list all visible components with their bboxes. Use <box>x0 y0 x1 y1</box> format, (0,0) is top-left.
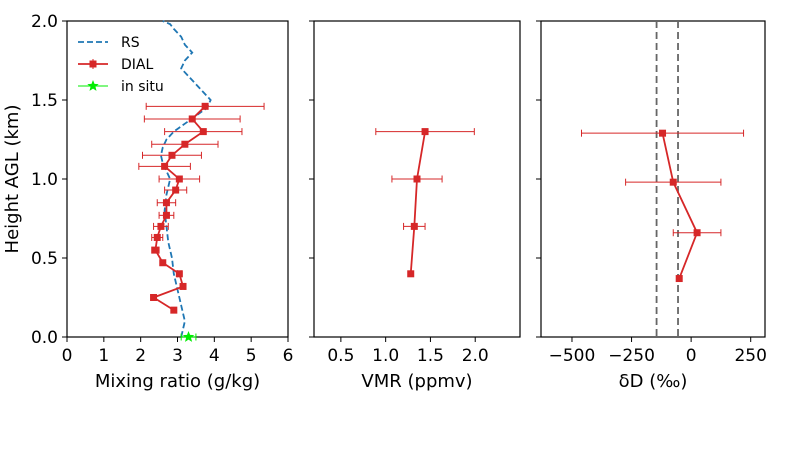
data-point <box>175 270 183 278</box>
y-tick-label: 0.5 <box>31 249 58 269</box>
x-tick-label: −500 <box>549 346 596 366</box>
x-axis-label: VMR (ppmv) <box>361 371 472 392</box>
x-tick-label: 0.5 <box>327 346 354 366</box>
x-axis-label: δD (‰) <box>619 371 688 392</box>
data-point <box>659 129 667 137</box>
data-point <box>413 175 421 183</box>
y-tick-label: 1.5 <box>31 91 58 111</box>
x-tick-label: −250 <box>608 346 655 366</box>
x-tick-label: 0 <box>686 346 697 366</box>
data-point <box>162 211 170 219</box>
panel-mixing-ratio: 0 1 2 3 4 5 6 0.0 0.5 1.0 1.5 2.0 Mixing ratio (g/kg… <box>2 12 293 392</box>
x-tick-label: 2 <box>135 346 146 366</box>
y-tick-label: 2.0 <box>31 12 58 32</box>
panel-delta-d: −500 −250 0 250 δD (‰) <box>536 20 767 392</box>
data-point <box>150 294 158 301</box>
data-point <box>162 199 170 207</box>
x-tick-label: 0 <box>62 346 73 366</box>
data-point <box>170 306 178 314</box>
x-tick-label: 250 <box>734 346 766 366</box>
series-line <box>151 105 206 311</box>
legend-label: DIAL <box>121 57 153 73</box>
data-point <box>693 229 701 237</box>
series-rs-line <box>160 20 212 338</box>
data-point <box>153 233 161 241</box>
data-point <box>151 246 159 254</box>
series-line <box>409 131 426 274</box>
x-tick-label: 1.5 <box>417 346 444 366</box>
data-point <box>669 178 677 186</box>
data-point <box>410 222 418 230</box>
y-tick-label: 1.0 <box>31 170 58 190</box>
legend-label: RS <box>121 35 140 51</box>
data-point <box>172 186 180 194</box>
y-tick-label: 0.0 <box>31 328 58 348</box>
data-point <box>675 275 683 283</box>
x-tick-label: 1.0 <box>372 346 399 366</box>
data-point <box>421 128 429 136</box>
x-tick-label: 4 <box>209 346 220 366</box>
x-tick-label: 2.0 <box>462 346 489 366</box>
x-axis-label: Mixing ratio (g/kg) <box>95 371 260 392</box>
legend-label: in situ <box>121 79 164 95</box>
data-point <box>181 140 189 148</box>
data-point <box>188 115 196 123</box>
panel-vmr: 0.5 1.0 1.5 2.0 VMR (ppmv) <box>309 20 521 392</box>
x-tick-label: 5 <box>246 346 257 366</box>
in-situ-marker <box>182 331 195 342</box>
data-point <box>161 162 169 170</box>
x-tick-label: 6 <box>283 346 294 366</box>
legend: RS DIAL in situ <box>78 35 164 95</box>
data-point <box>199 128 207 136</box>
data-point <box>157 222 165 230</box>
legend-swatch-in-situ <box>87 80 99 91</box>
data-point <box>179 282 187 290</box>
data-point <box>201 102 209 110</box>
x-tick-label: 1 <box>98 346 109 366</box>
data-point <box>159 259 167 267</box>
series-line <box>661 132 699 279</box>
legend-marker <box>89 60 97 68</box>
data-point <box>407 270 415 278</box>
data-point <box>168 151 176 159</box>
axes-frame <box>540 20 766 338</box>
data-point <box>175 175 183 183</box>
y-axis-label: Height AGL (km) <box>2 105 23 254</box>
x-tick-label: 3 <box>172 346 183 366</box>
